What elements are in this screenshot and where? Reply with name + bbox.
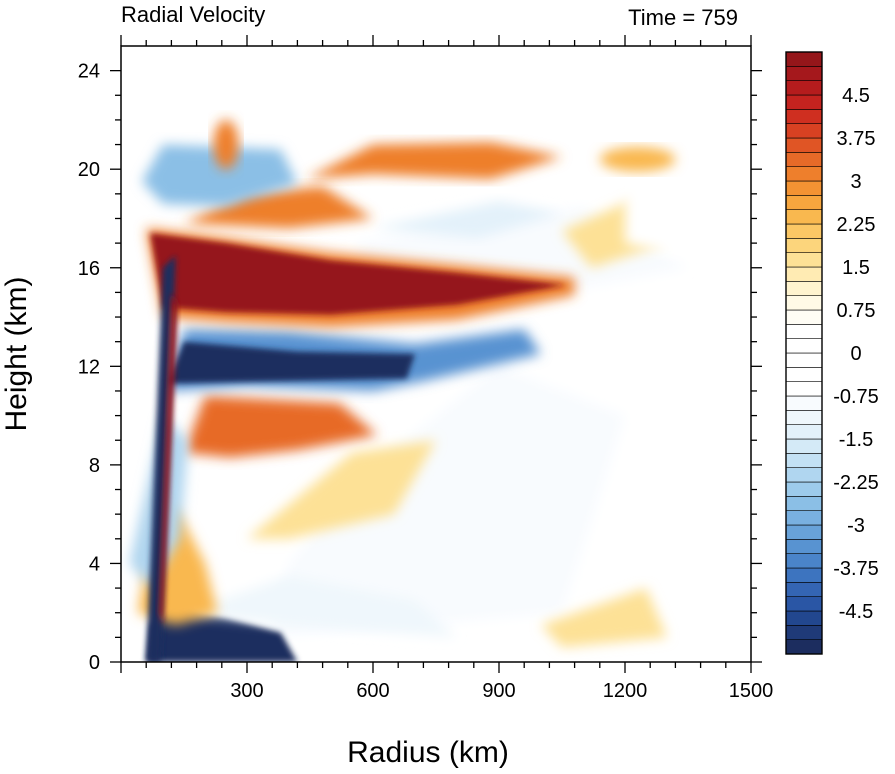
colorbar-swatch <box>785 539 823 554</box>
eyewall-inflow-streak <box>146 255 176 662</box>
low-outflow-right <box>541 588 667 648</box>
colorbar-swatch <box>785 367 823 382</box>
eyewall-outflow-streak <box>158 292 178 625</box>
x-axis: 300 600 900 1200 1500 <box>120 35 774 702</box>
y-axis-label: Height (km) <box>0 276 33 431</box>
mid-outflow-weak <box>247 440 436 539</box>
colorbar-swatch <box>785 338 823 354</box>
y-tick-label: 24 <box>78 61 100 83</box>
colorbar-swatch <box>785 524 823 540</box>
chart-subtitle: Time = 759 <box>628 5 738 30</box>
colorbar-label: 4.5 <box>842 85 870 107</box>
colorbar-swatch <box>785 80 823 96</box>
colorbar-swatch <box>785 180 823 196</box>
colorbar-swatch <box>785 410 823 425</box>
colorbar-label: -0.75 <box>833 386 879 408</box>
y-tick-label: 12 <box>78 356 100 378</box>
velocity-field <box>129 119 730 662</box>
colorbar-swatch <box>785 266 823 282</box>
y-tick-label: 8 <box>89 455 100 477</box>
colorbar-swatch <box>785 238 823 253</box>
colorbar-swatch <box>785 424 823 440</box>
colorbar-swatch <box>785 553 823 569</box>
colorbar-label: -1.5 <box>839 429 873 451</box>
colorbar-label: 0.75 <box>837 300 876 322</box>
x-tick-label: 1500 <box>729 680 774 702</box>
colorbar-swatch <box>785 324 823 339</box>
colorbar-swatch <box>785 66 823 81</box>
colorbar-label: 3.75 <box>837 128 876 150</box>
colorbar-swatch <box>785 438 823 454</box>
colorbar-swatch <box>785 123 823 139</box>
chart-title: Radial Velocity <box>121 2 265 27</box>
colorbar-swatch <box>785 223 823 239</box>
colorbar-swatch <box>785 295 823 311</box>
colorbar-swatch <box>785 137 823 153</box>
upper-outflow-spot <box>213 119 239 170</box>
colorbar-frame <box>785 51 823 655</box>
colorbar-swatch <box>785 481 823 497</box>
colorbar-swatch <box>785 496 823 511</box>
x-tick-label: 600 <box>356 680 389 702</box>
colorbar-label: -4.5 <box>839 601 873 623</box>
colorbar-swatch <box>785 166 823 182</box>
colorbar-swatch <box>785 582 823 597</box>
colorbar-swatch <box>785 51 823 67</box>
colorbar-label: -3.75 <box>833 558 879 580</box>
y-tick-label: 0 <box>89 652 100 674</box>
upper-outflow-left <box>184 186 373 229</box>
colorbar-swatch <box>785 94 823 110</box>
x-tick-label: 300 <box>230 680 263 702</box>
colorbar-swatch <box>785 395 823 411</box>
colorbar-swatch <box>785 109 823 124</box>
colorbar-label: -3 <box>847 515 865 537</box>
y-tick-label: 16 <box>78 258 100 280</box>
colorbar-swatch <box>785 281 823 296</box>
upper-outflow-band <box>305 142 562 180</box>
colorbar: 4.5 3.75 3 2.25 1.5 0.75 0 -0.75 -1.5 -2.25 -3 -3.7… <box>785 51 879 655</box>
colorbar-swatch <box>785 467 823 483</box>
upper-inflow-core <box>167 341 415 384</box>
mid-outflow <box>184 395 378 458</box>
colorbar-swatch <box>785 152 823 167</box>
low-inflow-mid <box>184 575 457 638</box>
colorbar-label: 2.25 <box>837 214 876 236</box>
upper-inflow-band <box>142 144 298 207</box>
y-axis: 0 4 8 12 16 20 24 <box>78 61 762 674</box>
x-tick-label: 900 <box>482 680 515 702</box>
colorbar-swatch <box>785 596 823 612</box>
outflow-jet-core <box>150 233 567 315</box>
colorbar-label: 0 <box>850 343 861 365</box>
colorbar-swatch <box>785 209 823 225</box>
colorbar-swatch <box>785 381 823 397</box>
colorbar-swatch <box>785 453 823 468</box>
colorbar-label: 3 <box>850 171 861 193</box>
upper-inflow-mid <box>373 201 562 239</box>
weak-inflow-far-right <box>625 156 730 268</box>
x-tick-label: 1200 <box>603 680 648 702</box>
x-axis-label: Radius (km) <box>347 736 509 769</box>
colorbar-swatch <box>785 309 823 325</box>
weak-inflow-region <box>268 366 625 638</box>
colorbar-swatch <box>785 639 823 655</box>
colorbar-label: 1.5 <box>842 257 870 279</box>
colorbar-swatch <box>785 610 823 626</box>
y-tick-label: 20 <box>78 159 100 181</box>
colorbar-swatch <box>785 510 823 526</box>
colorbar-swatch <box>785 195 823 210</box>
colorbar-swatch <box>785 252 823 268</box>
plot-frame <box>120 45 752 663</box>
colorbar-swatch <box>785 625 823 640</box>
colorbar-label: -2.25 <box>833 472 879 494</box>
colorbar-swatch <box>785 352 823 368</box>
plot-area <box>121 46 751 662</box>
upper-outflow-far <box>599 147 676 172</box>
y-tick-label: 4 <box>89 553 100 575</box>
colorbar-swatch <box>785 567 823 583</box>
